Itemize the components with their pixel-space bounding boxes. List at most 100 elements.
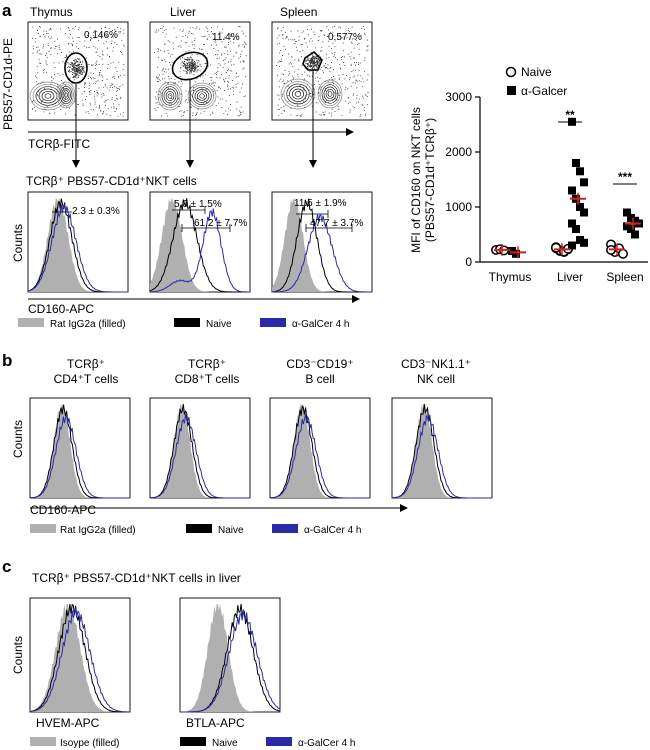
flow-event [32, 26, 34, 28]
flow-event [211, 111, 213, 113]
panel-b-hist-y-label: Counts [11, 420, 25, 458]
flow-event [354, 107, 356, 108]
flow-event [105, 100, 107, 102]
flow-event [33, 100, 35, 102]
flow-event [190, 61, 192, 63]
flow-event [328, 90, 329, 92]
flow-event [243, 46, 245, 48]
flow-event [297, 115, 299, 116]
flow-event [306, 63, 308, 65]
flow-event [182, 55, 184, 57]
legend-swatch-galcer [260, 318, 286, 327]
scatter-point-naive [551, 242, 561, 253]
flow-event [73, 76, 75, 78]
flow-event [107, 68, 108, 69]
flow-event [93, 73, 94, 74]
flow-event [350, 58, 352, 60]
flow-event [245, 35, 247, 37]
flow-event [338, 78, 340, 80]
legend-c-swatch-isotype [30, 737, 56, 746]
flow-event [82, 60, 83, 62]
flow-event [122, 115, 124, 117]
panel-a-hist-x-label: CD160-APC [28, 302, 94, 316]
flow-event [157, 48, 159, 49]
flow-event [102, 80, 103, 81]
flow-event [325, 67, 326, 69]
flow-event [185, 41, 187, 43]
flow-event [99, 72, 100, 73]
flow-event [312, 61, 314, 63]
flow-event [288, 39, 290, 41]
flow-event [84, 82, 86, 83]
flow-event [65, 88, 67, 90]
flow-event [85, 99, 86, 100]
flow-event [123, 74, 125, 76]
flow-event [111, 83, 113, 85]
flow-event [301, 65, 303, 67]
flow-event [39, 62, 41, 64]
flow-event [74, 70, 76, 72]
flow-event [307, 74, 309, 76]
panel-b-title-3-line1: CD3⁻CD19⁺ [286, 357, 353, 371]
flow-event [196, 71, 198, 73]
flow-event [71, 63, 73, 65]
flow-event [187, 102, 189, 104]
flow-event [298, 35, 300, 37]
flow-event [72, 63, 74, 65]
flow-event [172, 72, 173, 74]
flow-event [304, 71, 306, 73]
flow-event [360, 75, 362, 77]
flow-event [73, 66, 75, 68]
flow-event [243, 41, 245, 43]
flow-event [76, 70, 78, 72]
flow-event [284, 110, 285, 112]
flow-event [94, 30, 96, 31]
flow-event [316, 60, 318, 62]
flow-event [218, 63, 220, 65]
flow-event [245, 95, 247, 97]
dotplot-spleen: 0.577% [271, 21, 373, 121]
flow-event [355, 82, 356, 84]
flow-event [313, 94, 315, 95]
flow-event [331, 109, 333, 110]
flow-event [343, 62, 345, 64]
flow-event [68, 37, 70, 39]
panel-a-hist-y-label: Counts [11, 224, 25, 262]
flow-event [79, 69, 81, 71]
flow-event [314, 62, 316, 64]
flow-event [207, 65, 209, 67]
flow-event [119, 96, 121, 98]
flow-event [242, 44, 244, 46]
flow-event [233, 38, 235, 40]
flow-event [310, 60, 312, 62]
flow-event [199, 48, 200, 50]
flow-event [288, 74, 290, 76]
flow-event [194, 81, 196, 83]
flow-event [318, 36, 320, 38]
flow-event [184, 64, 186, 65]
flow-event [334, 92, 336, 94]
flow-event [170, 78, 172, 80]
flow-event [227, 114, 228, 116]
flow-event [294, 39, 295, 41]
flow-event [285, 104, 287, 106]
flow-event [43, 44, 45, 46]
flow-event [66, 89, 68, 91]
flow-event [206, 38, 208, 40]
panel-c-letter: c [2, 557, 11, 576]
flow-event [105, 105, 106, 106]
flow-event [367, 39, 368, 41]
flow-event [367, 74, 369, 76]
flow-event [310, 65, 312, 67]
flow-event [225, 100, 227, 102]
flow-event [39, 35, 41, 37]
flow-event [328, 57, 330, 59]
flow-event [297, 73, 299, 75]
flow-event [189, 69, 190, 71]
flow-event [345, 86, 347, 88]
flow-event [158, 56, 160, 58]
flow-event [110, 106, 112, 108]
flow-event [80, 71, 82, 73]
flow-event [113, 86, 115, 88]
flow-event [123, 64, 125, 65]
